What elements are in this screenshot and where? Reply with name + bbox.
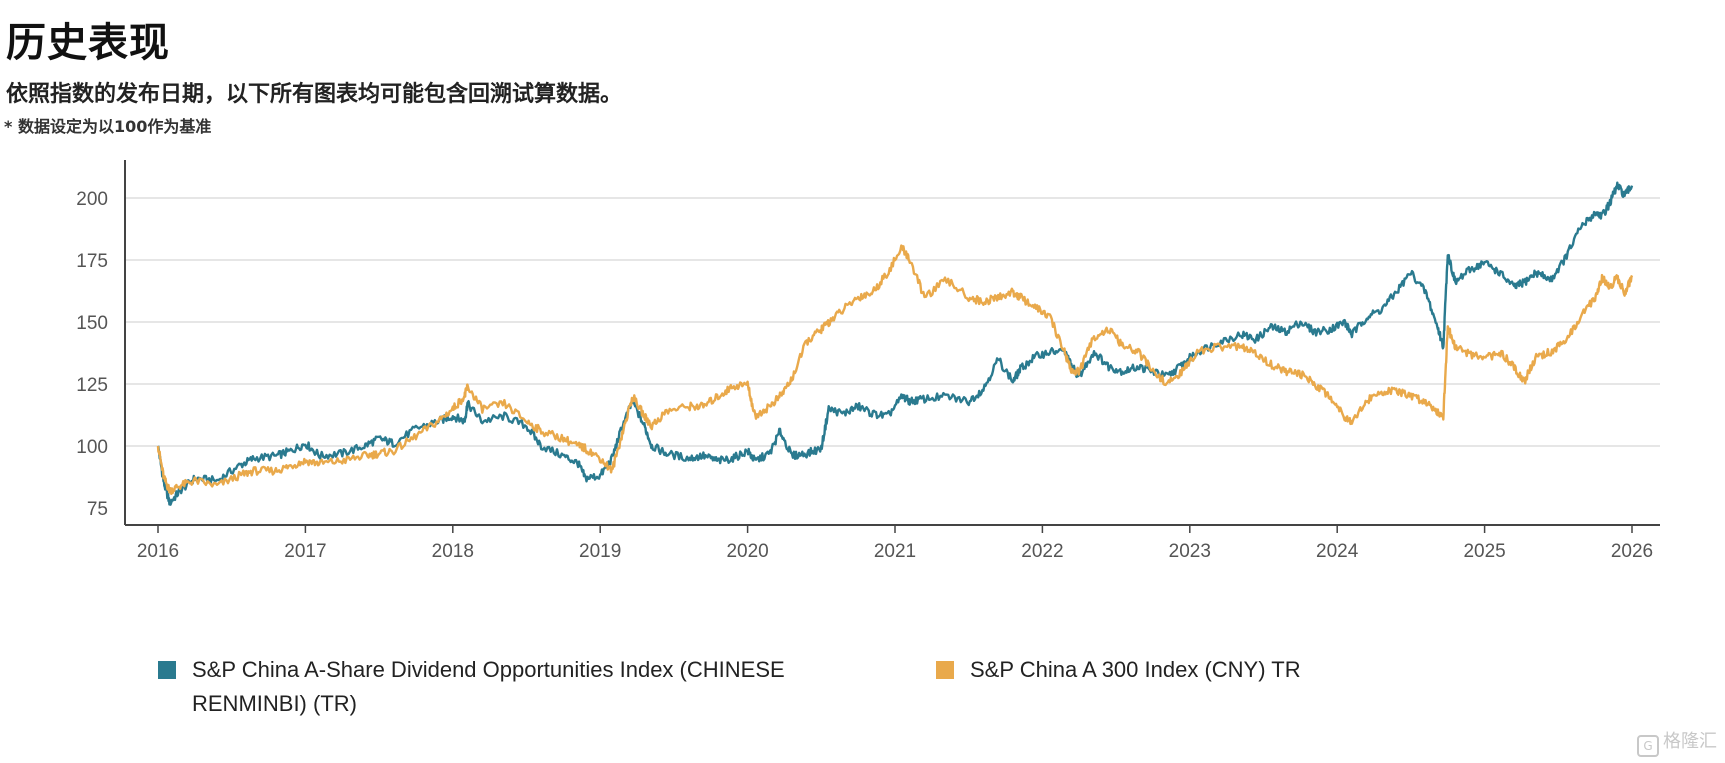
x-axis-ticks: 2016 2017 2018 2019 2020 2021 2022 2023 2024 2025…: [137, 525, 1653, 562]
chart-axes: [124, 160, 1660, 526]
chart-series: [156, 181, 1634, 506]
legend-swatch-dividend-index: [158, 661, 176, 679]
x-tick-label-2024: 2024: [1316, 541, 1359, 562]
y-tick-label-200: 200: [76, 189, 108, 210]
watermark: G 格隆汇: [1637, 727, 1717, 757]
x-tick-label-2026: 2026: [1611, 541, 1653, 562]
x-tick-label-2020: 2020: [726, 541, 768, 562]
legend-label-dividend-index: S&P China A-Share Dividend Opportunities…: [192, 657, 785, 716]
watermark-logo-icon: G: [1637, 735, 1659, 757]
x-tick-label-2023: 2023: [1169, 541, 1211, 562]
page-subtitle: 依照指数的发布日期，以下所有图表均可能包含回溯试算数据。: [6, 82, 623, 107]
y-tick-label-75: 75: [87, 499, 108, 520]
y-tick-label-150: 150: [76, 313, 108, 334]
legend-label-a300-index: S&P China A 300 Index (CNY) TR: [970, 657, 1301, 682]
y-axis-ticks: 75 100 125 150 175 200: [76, 189, 108, 520]
watermark-text: 格隆汇: [1663, 731, 1717, 752]
x-tick-label-2018: 2018: [432, 541, 474, 562]
legend-item-dividend-index: S&P China A-Share Dividend Opportunities…: [158, 653, 878, 723]
y-tick-label-175: 175: [76, 251, 108, 272]
x-tick-label-2019: 2019: [579, 541, 621, 562]
legend-item-a300-index: S&P China A 300 Index (CNY) TR: [936, 653, 1496, 687]
series-line-0: [156, 181, 1634, 506]
y-tick-label-100: 100: [76, 437, 108, 458]
x-tick-label-2016: 2016: [137, 541, 179, 562]
x-tick-label-2025: 2025: [1463, 541, 1505, 562]
y-tick-label-125: 125: [76, 375, 108, 396]
page-title: 历史表现: [6, 20, 170, 66]
x-tick-label-2021: 2021: [874, 541, 916, 562]
x-tick-label-2017: 2017: [284, 541, 326, 562]
legend-swatch-a300-index: [936, 661, 954, 679]
x-tick-label-2022: 2022: [1021, 541, 1063, 562]
series-line-1: [156, 244, 1634, 495]
base-note: * 数据设定为以100作为基准: [4, 117, 212, 136]
